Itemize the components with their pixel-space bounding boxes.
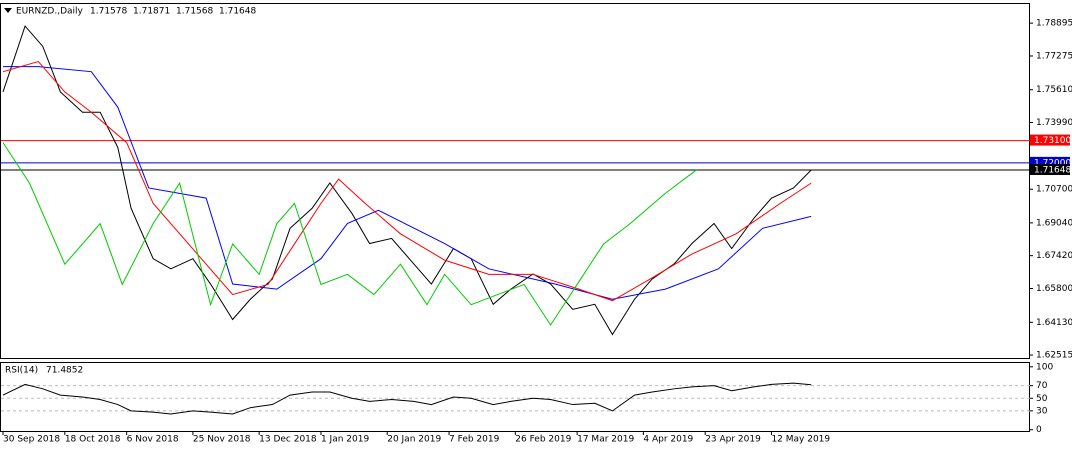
ohlc-value: 1.71568 [176,7,213,17]
x-tick-label: 23 Apr 2019 [705,435,761,445]
y-tick-label: 1.77275 [1036,51,1072,61]
level-tag [1030,156,1070,168]
x-tick-label: 17 Mar 2019 [577,435,634,445]
level-label: 1.73100 [1034,136,1071,146]
main-panel [0,3,1030,359]
y-tick-label: 1.62515 [1036,351,1072,361]
x-tick-label: 1 Jan 2019 [321,435,369,445]
level-label: 1.71648 [1034,165,1071,175]
panel-title: EURNZD.,Daily [16,7,84,17]
y-tick-label: 1.64130 [1036,318,1072,328]
series-line [2,142,697,326]
y-tick-label: 1.73990 [1036,118,1072,128]
level-label: 1.72000 [1034,158,1071,168]
y-tick-label: 30 [1036,406,1048,416]
series-line [3,66,812,300]
x-tick-label: 7 Feb 2019 [449,435,500,445]
x-tick-label: 25 Nov 2018 [193,435,251,445]
panel-title: RSI(14) [5,366,38,376]
y-tick-label: 70 [1036,381,1048,391]
y-tick-label: 1.70700 [1036,185,1072,195]
series-line [2,25,812,336]
y-tick-label: 1.67420 [1036,251,1072,261]
ohlc-value: 1.71648 [219,7,256,17]
y-tick-label: 1.78895 [1036,19,1072,29]
y-tick-label: 1.69040 [1036,218,1072,228]
y-tick-label: 1.65800 [1036,284,1072,294]
x-tick-label: 26 Feb 2019 [515,435,571,445]
y-tick-label: 100 [1036,362,1053,372]
level-tag [1030,163,1070,175]
y-tick-label: 50 [1036,394,1048,404]
x-tick-label: 20 Jan 2019 [387,435,441,445]
x-tick-label: 4 Apr 2019 [643,435,693,445]
x-tick-label: 12 May 2019 [771,435,830,445]
x-tick-label: 13 Dec 2018 [259,435,317,445]
x-tick-label: 18 Oct 2018 [65,435,121,445]
level-tag [1030,134,1070,146]
panel-arrow [4,8,12,13]
x-tick-label: 30 Sep 2018 [3,435,60,445]
ohlc-value: 1.71578 [90,7,127,17]
series-line [2,382,812,415]
y-tick-label: 0 [1036,425,1042,435]
series-line [2,60,812,302]
x-tick-label: 6 Nov 2018 [127,435,179,445]
rsi-value: 71.4852 [46,366,83,376]
y-tick-label: 1.75610 [1036,85,1072,95]
ohlc-value: 1.71871 [133,7,170,17]
